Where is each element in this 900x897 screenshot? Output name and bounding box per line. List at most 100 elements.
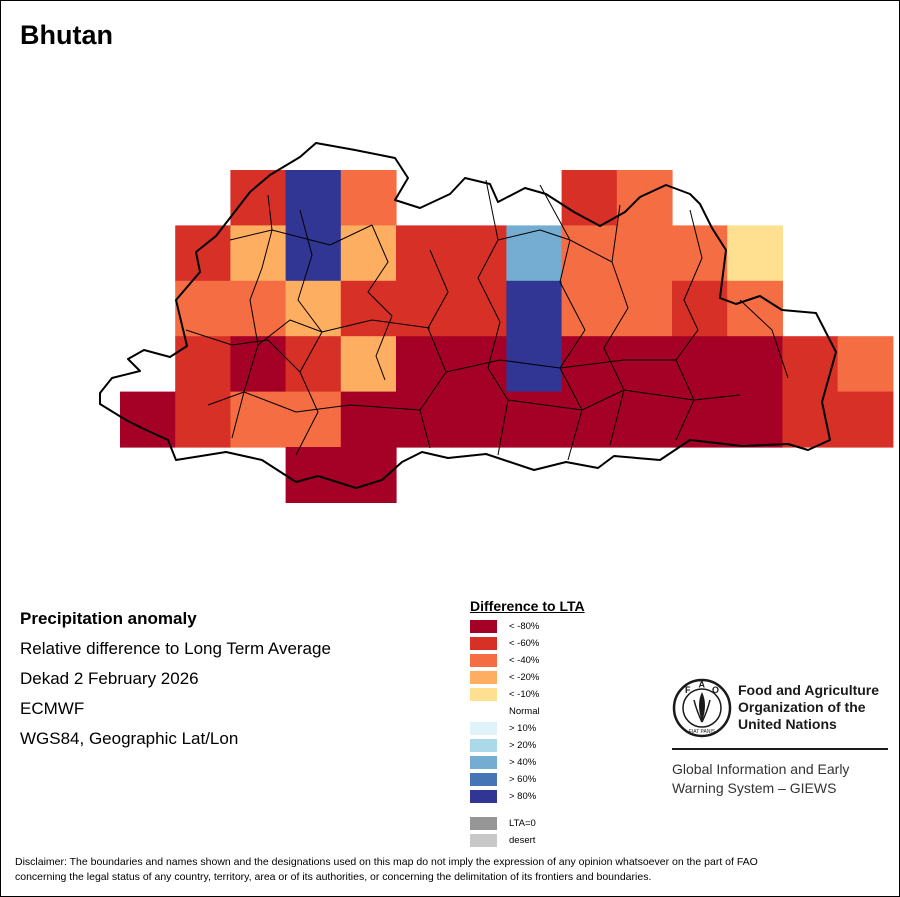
legend-item-desert: desert: [470, 832, 585, 849]
legend-label: desert: [509, 835, 536, 846]
legend-swatch: [470, 637, 497, 650]
info-heading: Precipitation anomaly: [20, 609, 197, 628]
grid-cell: [451, 391, 507, 448]
legend-swatch: [470, 739, 497, 752]
legend-item-gt40: > 40%: [470, 754, 585, 771]
grid-cell: [396, 280, 452, 337]
grid-cell: [506, 391, 563, 448]
legend-swatch: [470, 688, 497, 701]
legend-swatch: [470, 620, 497, 633]
legend-label: > 10%: [509, 723, 537, 734]
grid-cell: [230, 225, 287, 282]
org-name-line: Food and Agriculture: [738, 682, 880, 698]
org-name-line: United Nations: [738, 716, 837, 732]
grid-cell: [672, 280, 728, 337]
grid-cell: [727, 336, 783, 393]
legend-swatch: [470, 654, 497, 667]
grid-cell: [230, 170, 287, 226]
legend-swatch: [470, 722, 497, 735]
legend-swatch: [470, 773, 497, 786]
grid-cell: [616, 391, 673, 448]
grid-cell: [561, 225, 618, 282]
legend-swatch: [470, 756, 497, 769]
district-boundaries: [185, 179, 789, 461]
org-divider: [672, 748, 888, 750]
grid-cell: [396, 225, 452, 282]
grid-cell: [616, 280, 673, 337]
map-info: Precipitation anomaly Relative differenc…: [20, 604, 331, 754]
grid-cell: [175, 225, 231, 282]
legend-items: < -80% < -60% < -40% < -20% < -10% Normal > 10…: [470, 618, 585, 805]
legend-item-lt80: < -80%: [470, 618, 585, 635]
legend-label: < -60%: [509, 638, 540, 649]
legend-item-gt80: > 80%: [470, 788, 585, 805]
grid-cell: [616, 225, 673, 282]
info-period: Dekad 2 February 2026: [20, 669, 199, 688]
legend-swatch: [470, 790, 497, 803]
grid-cell: [727, 280, 783, 337]
legend: Difference to LTA < -80% < -60% < -40% < -2…: [470, 598, 585, 849]
info-subtitle: Relative difference to Long Term Average: [20, 639, 331, 658]
legend-swatch: [470, 705, 497, 718]
org-name-line: Organization of the: [738, 699, 866, 715]
legend-item-lt40: < -40%: [470, 652, 585, 669]
disclaimer-line: concerning the legal status of any count…: [15, 871, 652, 883]
legend-swatch: [470, 671, 497, 684]
country-outline: [99, 142, 837, 489]
legend-item-gt10: > 10%: [470, 720, 585, 737]
legend-label: < -40%: [509, 655, 540, 666]
map-title: Bhutan: [20, 20, 113, 50]
grid-cell: [672, 336, 728, 393]
giews-line: Warning System – GIEWS: [672, 780, 837, 796]
grid-cell: [285, 447, 342, 503]
grid-cell: [837, 391, 894, 448]
legend-item-lt60: < -60%: [470, 635, 585, 652]
grid-cell: [837, 336, 894, 393]
legend-label: < -80%: [509, 621, 540, 632]
legend-item-gt60: > 60%: [470, 771, 585, 788]
legend-label: > 40%: [509, 757, 537, 768]
grid-cell: [451, 280, 507, 337]
legend-swatch: [470, 834, 497, 847]
legend-swatch: [470, 817, 497, 830]
grid-cell: [175, 391, 231, 448]
grid-cell: [616, 336, 673, 393]
grid-cell: [506, 225, 563, 282]
giews-name: Global Information and Early Warning Sys…: [672, 760, 849, 798]
grid-cell: [727, 225, 783, 282]
legend-label: LTA=0: [509, 818, 536, 829]
grid-cell: [285, 336, 342, 393]
grid-cell: [285, 280, 342, 337]
grid-cell: [340, 391, 397, 448]
grid-cell: [230, 280, 287, 337]
legend-item-normal: Normal: [470, 703, 585, 720]
legend-item-lta0: LTA=0: [470, 815, 585, 832]
grid-cell: [340, 280, 397, 337]
grid-cell: [340, 225, 397, 282]
map-canvas: [99, 142, 894, 503]
grid-cell: [285, 391, 342, 448]
disclaimer-line: Disclaimer: The boundaries and names sho…: [15, 856, 758, 868]
grid-cell: [175, 336, 231, 393]
grid-cell: [672, 391, 728, 448]
logo-letter-f: F: [685, 685, 691, 695]
grid-cell: [727, 391, 783, 448]
anomaly-grid: [120, 170, 894, 503]
grid-cell: [451, 225, 507, 282]
legend-label: > 20%: [509, 740, 537, 751]
legend-title: Difference to LTA: [470, 598, 585, 614]
grid-cell: [561, 280, 618, 337]
grid-cell: [340, 336, 397, 393]
grid-cell: [285, 225, 342, 282]
legend-extra: LTA=0 desert: [470, 815, 585, 849]
grid-cell: [506, 280, 563, 337]
legend-item-lt10: < -10%: [470, 686, 585, 703]
logo-letter-o: O: [712, 685, 719, 695]
grid-cell: [672, 225, 728, 282]
grid-cell: [561, 170, 618, 226]
grid-cell: [230, 391, 287, 448]
disclaimer: Disclaimer: The boundaries and names sho…: [15, 855, 885, 885]
org-name: Food and Agriculture Organization of the…: [738, 682, 879, 733]
grid-cell: [285, 170, 342, 226]
